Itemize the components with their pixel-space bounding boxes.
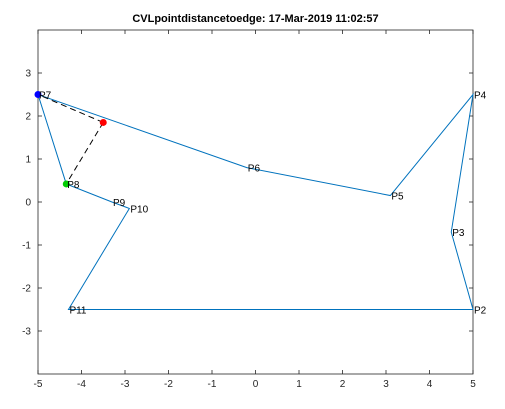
y-tick-label: 1 <box>25 155 31 166</box>
y-tick-label: -1 <box>22 241 31 252</box>
polygon-edge-line <box>37 92 474 310</box>
point-labels: P11 P2 P3 P4 P5 P6 P7 P8 P9 P10 <box>39 91 487 317</box>
distance-dashed-line <box>37 94 104 123</box>
vertex-label-p6: P6 <box>248 164 261 175</box>
vertex-label-p7: P7 <box>39 91 52 102</box>
vertex-label-p11: P11 <box>69 306 86 317</box>
axis-ticks: -5 -4 -3 -2 -1 0 1 2 3 4 5 -3 -2 -1 0 1 2 3 <box>22 30 476 390</box>
x-tick-label: 5 <box>470 379 476 390</box>
start-vertex-marker <box>34 91 42 98</box>
plot-area <box>37 29 474 375</box>
vertex-label-p3: P3 <box>452 228 465 239</box>
x-tick-label: 1 <box>296 379 302 390</box>
x-tick-label: -5 <box>34 379 43 390</box>
x-tick-label: 2 <box>340 379 346 390</box>
x-tick-label: -2 <box>164 379 173 390</box>
vertex-label-p8: P8 <box>67 180 80 191</box>
y-tick-label: -3 <box>22 327 31 338</box>
vertex-label-p2: P2 <box>474 306 487 317</box>
distance-dashed-line <box>65 122 104 185</box>
vertex-label-p5: P5 <box>391 192 404 203</box>
x-tick-label: -4 <box>77 379 86 390</box>
vertex-label-p4: P4 <box>474 91 487 102</box>
y-tick-label: 3 <box>25 69 31 80</box>
y-tick-label: 0 <box>25 198 31 209</box>
vertex-label-p10: P10 <box>130 204 148 215</box>
closest-point-marker <box>62 180 70 188</box>
x-tick-label: 0 <box>253 379 259 390</box>
series-layer <box>34 91 474 310</box>
chart-title: CVLpointdistancetoedge: 17-Mar-2019 11:0… <box>132 13 378 25</box>
y-tick-label: -2 <box>22 284 31 295</box>
x-tick-label: -3 <box>121 379 130 390</box>
query-point-marker <box>99 118 107 126</box>
x-tick-label: -1 <box>208 379 217 390</box>
x-tick-label: 4 <box>427 379 433 390</box>
y-tick-label: 2 <box>25 112 31 123</box>
vertex-label-p9: P9 <box>113 198 126 209</box>
x-tick-label: 3 <box>383 379 389 390</box>
